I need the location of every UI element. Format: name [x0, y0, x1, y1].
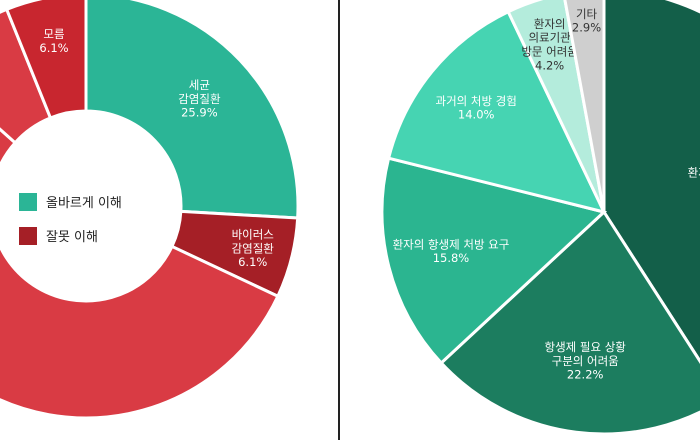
slice-label: 과거의 처방 경험 14.0% — [436, 94, 517, 122]
slice-label: 환자의 2차40 — [688, 166, 700, 194]
slice-label: 기타 2.9% — [572, 7, 601, 35]
pie-slice — [4, 0, 88, 120]
panel-divider — [338, 0, 340, 440]
slice-label: 모름 6.1% — [39, 27, 68, 55]
legend-entry-label: 올바르게 이해 — [46, 196, 122, 211]
pie-slice — [380, 156, 608, 366]
pie-slice — [506, 0, 606, 213]
slice-label: 세균 감염질환 25.9% — [178, 78, 221, 120]
pie-slice — [0, 127, 280, 420]
pie-slice — [563, 0, 606, 213]
pie-slice — [439, 209, 700, 436]
pie-slice — [386, 9, 607, 215]
slice-label: 환자의 항생제 처방 요구 15.8% — [393, 237, 510, 265]
pie-slice — [602, 0, 700, 364]
slice-label: 항생제 필요 상황 구분의 어려움 22.2% — [545, 340, 627, 382]
slice-label: 환자의 의료기관 방문 어려움 4.2% — [521, 17, 578, 72]
pie-slice — [84, 0, 300, 220]
donut-chart-understanding: 세균 감염질환 25.9% 바이러스 감염질환 6.1% 모름 6.1% — [0, 0, 300, 420]
slice-label: 바이러스 감염질환 6.1% — [232, 227, 275, 269]
legend-swatch — [19, 193, 37, 211]
legend-entry-label: 잘못 이해 — [46, 230, 98, 245]
legend-swatch — [19, 227, 37, 245]
